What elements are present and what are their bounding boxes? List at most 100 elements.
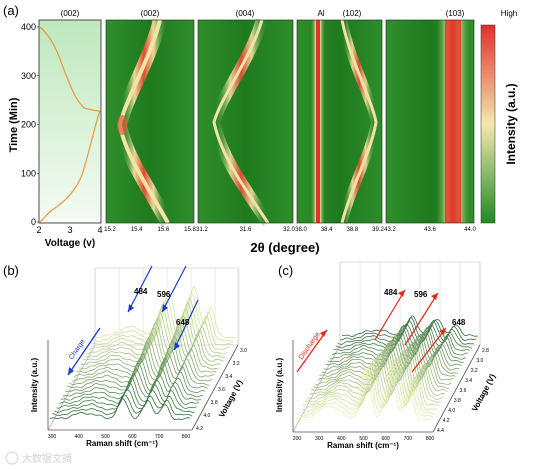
heatmap-x-tick: 31.2: [196, 227, 208, 233]
panel-c-voltage-axis: [432, 344, 481, 433]
peak-596-arrow-b: [161, 265, 187, 313]
voltage-tick: 3.2: [471, 368, 478, 374]
charge-label: Charge: [68, 338, 87, 361]
peak-484-arrow-b: [127, 265, 153, 313]
peak-484-arrow-c: [374, 289, 406, 341]
peak-484-label-c: 484: [384, 288, 398, 297]
colorbar-gradient: [480, 24, 496, 224]
heatmap-002-title: (002): [141, 9, 160, 18]
peak-596-arrow-c: [404, 292, 439, 346]
voltage-tick: 3.4: [465, 378, 472, 384]
raman-spectrum: [52, 394, 193, 417]
raman-spectrum: [65, 361, 206, 394]
peak-648-label-b: 648: [176, 318, 190, 327]
heatmap-102: Al (102): [296, 9, 383, 225]
raman-spectrum: [49, 397, 191, 420]
raman-plot-discharge: Discharge 484 596 648 Intensity (a.u.) 2…: [275, 261, 498, 450]
panel-b-voltage-axis: [191, 344, 239, 431]
heatmap-x-tick: 32.0: [283, 227, 295, 233]
raman-x-tick: 700: [404, 436, 413, 442]
raman-x-tick: 500: [359, 436, 368, 442]
heatmap-102-frame: [296, 19, 383, 224]
panel-c-depth-edge: [292, 344, 341, 433]
peak-596-label-b: 596: [157, 290, 171, 299]
raman-spectrum: [93, 291, 234, 343]
raman-spectrum: [63, 367, 204, 398]
panel-b-x-ticks: 300 400 500 600 700 800: [48, 434, 191, 440]
y-tick-100: 100: [21, 168, 36, 178]
peak-484-label-b: 484: [134, 287, 148, 296]
raman-x-tick: 600: [381, 436, 390, 442]
colorbar-axis-label: Intensity (a.u.): [504, 83, 518, 164]
raman-x-tick: 600: [128, 434, 137, 440]
heatmap-102-background: [297, 20, 382, 223]
raman-spectrum: [335, 323, 473, 349]
peak-484-arrow-b-head: [128, 304, 134, 312]
colorbar-high-label: High: [501, 9, 517, 18]
voltage-tick: 4.0: [203, 413, 210, 419]
raman-spectrum: [84, 314, 226, 358]
panel-c-x-label: Raman shift (cm⁻¹): [327, 441, 399, 450]
voltage-tick: 3.0: [240, 348, 247, 354]
voltage-axis-label: Voltage (v): [45, 238, 95, 249]
raman-spectrum: [319, 340, 456, 377]
y-tick-200: 200: [21, 120, 36, 130]
heatmap-102-peak-core: [340, 19, 378, 224]
panel-b-spectra: [49, 285, 237, 420]
y-tick-300: 300: [21, 71, 36, 81]
raman-spectrum: [95, 285, 237, 339]
raman-spectrum: [323, 334, 460, 371]
raman-spectrum: [60, 373, 202, 401]
peak-648-arrow-c-head: [439, 328, 446, 335]
raman-spectrum: [82, 318, 223, 362]
raman-plot-charge: Charge 484 596 648 Intensity (a.u.) 300 4…: [30, 265, 247, 448]
charge-arrow-head: [68, 367, 74, 375]
heatmap-x-tick: 15.6: [157, 227, 169, 233]
raman-x-tick: 400: [75, 434, 84, 440]
al-peak-core: [316, 20, 320, 223]
heatmap-004-title: (004): [236, 9, 255, 18]
heatmap-103-frame: [385, 19, 475, 224]
voltage-panel-frame: [38, 19, 102, 224]
heatmap-x-tick: 38.8: [346, 227, 358, 233]
discharge-voltage-curve: [39, 110, 101, 223]
voltage-tick-1: 2: [36, 225, 41, 235]
peak-648-arrow-b-head: [174, 342, 180, 350]
voltage-tick-2: 3: [67, 225, 72, 235]
raman-x-tick: 300: [315, 436, 324, 442]
voltage-tick: 2.8: [482, 348, 489, 354]
panel-b-x-label: Raman shift (cm⁻¹): [86, 439, 158, 448]
raman-spectrum: [327, 332, 464, 364]
panel-c-voltage-ticks: 2.8 3.0 3.2 3.4 3.6 3.8 4.0 4.2 4.4: [437, 348, 489, 434]
raman-spectrum: [311, 348, 448, 392]
peak-596-arrow-b-head: [162, 304, 168, 312]
panel-c-label: (c): [278, 263, 293, 278]
panel-b-label: (b): [3, 263, 19, 278]
raman-spectrum: [342, 315, 479, 338]
raman-spectrum: [56, 382, 197, 409]
discharge-arrow-head: [320, 330, 327, 337]
peak-596-label-c: 596: [414, 290, 428, 299]
heatmap-al-title: Al: [317, 9, 324, 18]
raman-spectrum: [54, 389, 195, 413]
voltage-panel-title: (002): [61, 9, 80, 18]
heatmap-002-hotspot: [117, 115, 127, 135]
panel-b-gridlines: [94, 268, 240, 345]
y-tick-400: 400: [21, 22, 36, 32]
peak-648-arrow-c: [411, 327, 447, 373]
panel-a-y-ticks: 400 300 200 100 0: [21, 22, 39, 227]
voltage-tick: 3.8: [211, 400, 218, 406]
raman-spectrum: [87, 308, 228, 355]
panel-c-y-label: Intensity (a.u.): [275, 358, 284, 413]
raman-spectrum: [333, 324, 471, 352]
voltage-tick: 4.2: [443, 418, 450, 424]
discharge-arrow: [296, 329, 328, 373]
panel-c-x-ticks: 200 300 400 500 600 700 800: [293, 436, 435, 442]
peak-648-arrow-b: [173, 299, 199, 351]
raman-spectrum: [71, 345, 213, 382]
raman-x-tick: 800: [426, 436, 435, 442]
voltage-tick-3: 4: [97, 225, 102, 235]
peak-648-label-c: 648: [452, 318, 466, 327]
heatmap-x-tick: 43.2: [384, 227, 396, 233]
watermark-text: 大数据文摘: [22, 452, 72, 465]
